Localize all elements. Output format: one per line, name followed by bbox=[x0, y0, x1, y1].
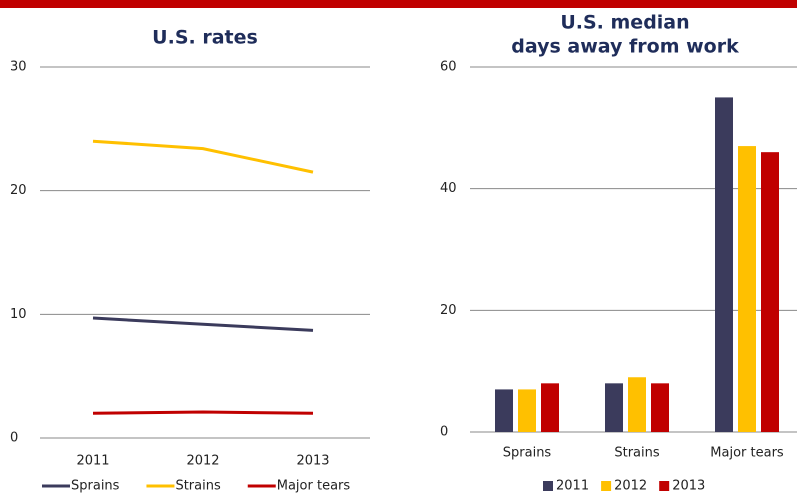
legend-label: 2012 bbox=[614, 479, 647, 494]
y-tick-label: 60 bbox=[440, 60, 457, 75]
legend-swatch bbox=[543, 481, 553, 491]
legend-label: 2011 bbox=[556, 479, 589, 494]
bar bbox=[541, 383, 559, 432]
chart-title: days away from work bbox=[511, 36, 739, 58]
bar bbox=[495, 389, 513, 432]
x-tick-label: 2011 bbox=[76, 454, 109, 469]
bar bbox=[628, 377, 646, 432]
bar bbox=[651, 383, 669, 432]
legend-swatch bbox=[659, 481, 670, 491]
bar bbox=[605, 383, 623, 432]
line-series bbox=[92, 139, 314, 174]
chart-title: U.S. median bbox=[560, 12, 689, 34]
legend-label: 2013 bbox=[672, 479, 705, 494]
header-strip bbox=[0, 0, 797, 8]
x-tick-label: 2012 bbox=[186, 454, 219, 469]
bar bbox=[761, 152, 779, 432]
y-tick-label: 10 bbox=[10, 307, 27, 322]
legend-label: Sprains bbox=[71, 479, 120, 494]
line-series bbox=[92, 410, 314, 415]
bar bbox=[738, 146, 756, 433]
y-tick-label: 30 bbox=[10, 60, 27, 75]
y-tick-label: 40 bbox=[440, 181, 457, 196]
x-tick-label: Sprains bbox=[503, 446, 552, 461]
y-tick-label: 20 bbox=[10, 183, 27, 198]
y-tick-label: 0 bbox=[440, 425, 448, 440]
y-tick-label: 20 bbox=[440, 303, 457, 318]
bar bbox=[715, 97, 733, 433]
y-tick-label: 0 bbox=[10, 431, 18, 446]
chart-title: U.S. rates bbox=[152, 27, 258, 49]
bar bbox=[518, 389, 536, 432]
line-series bbox=[92, 316, 314, 332]
x-tick-label: Major tears bbox=[710, 446, 784, 461]
legend-swatch bbox=[601, 481, 612, 491]
legend-label: Strains bbox=[175, 479, 221, 494]
legend-label: Major tears bbox=[277, 479, 351, 494]
x-tick-label: 2013 bbox=[296, 454, 329, 469]
x-tick-label: Strains bbox=[614, 446, 660, 461]
